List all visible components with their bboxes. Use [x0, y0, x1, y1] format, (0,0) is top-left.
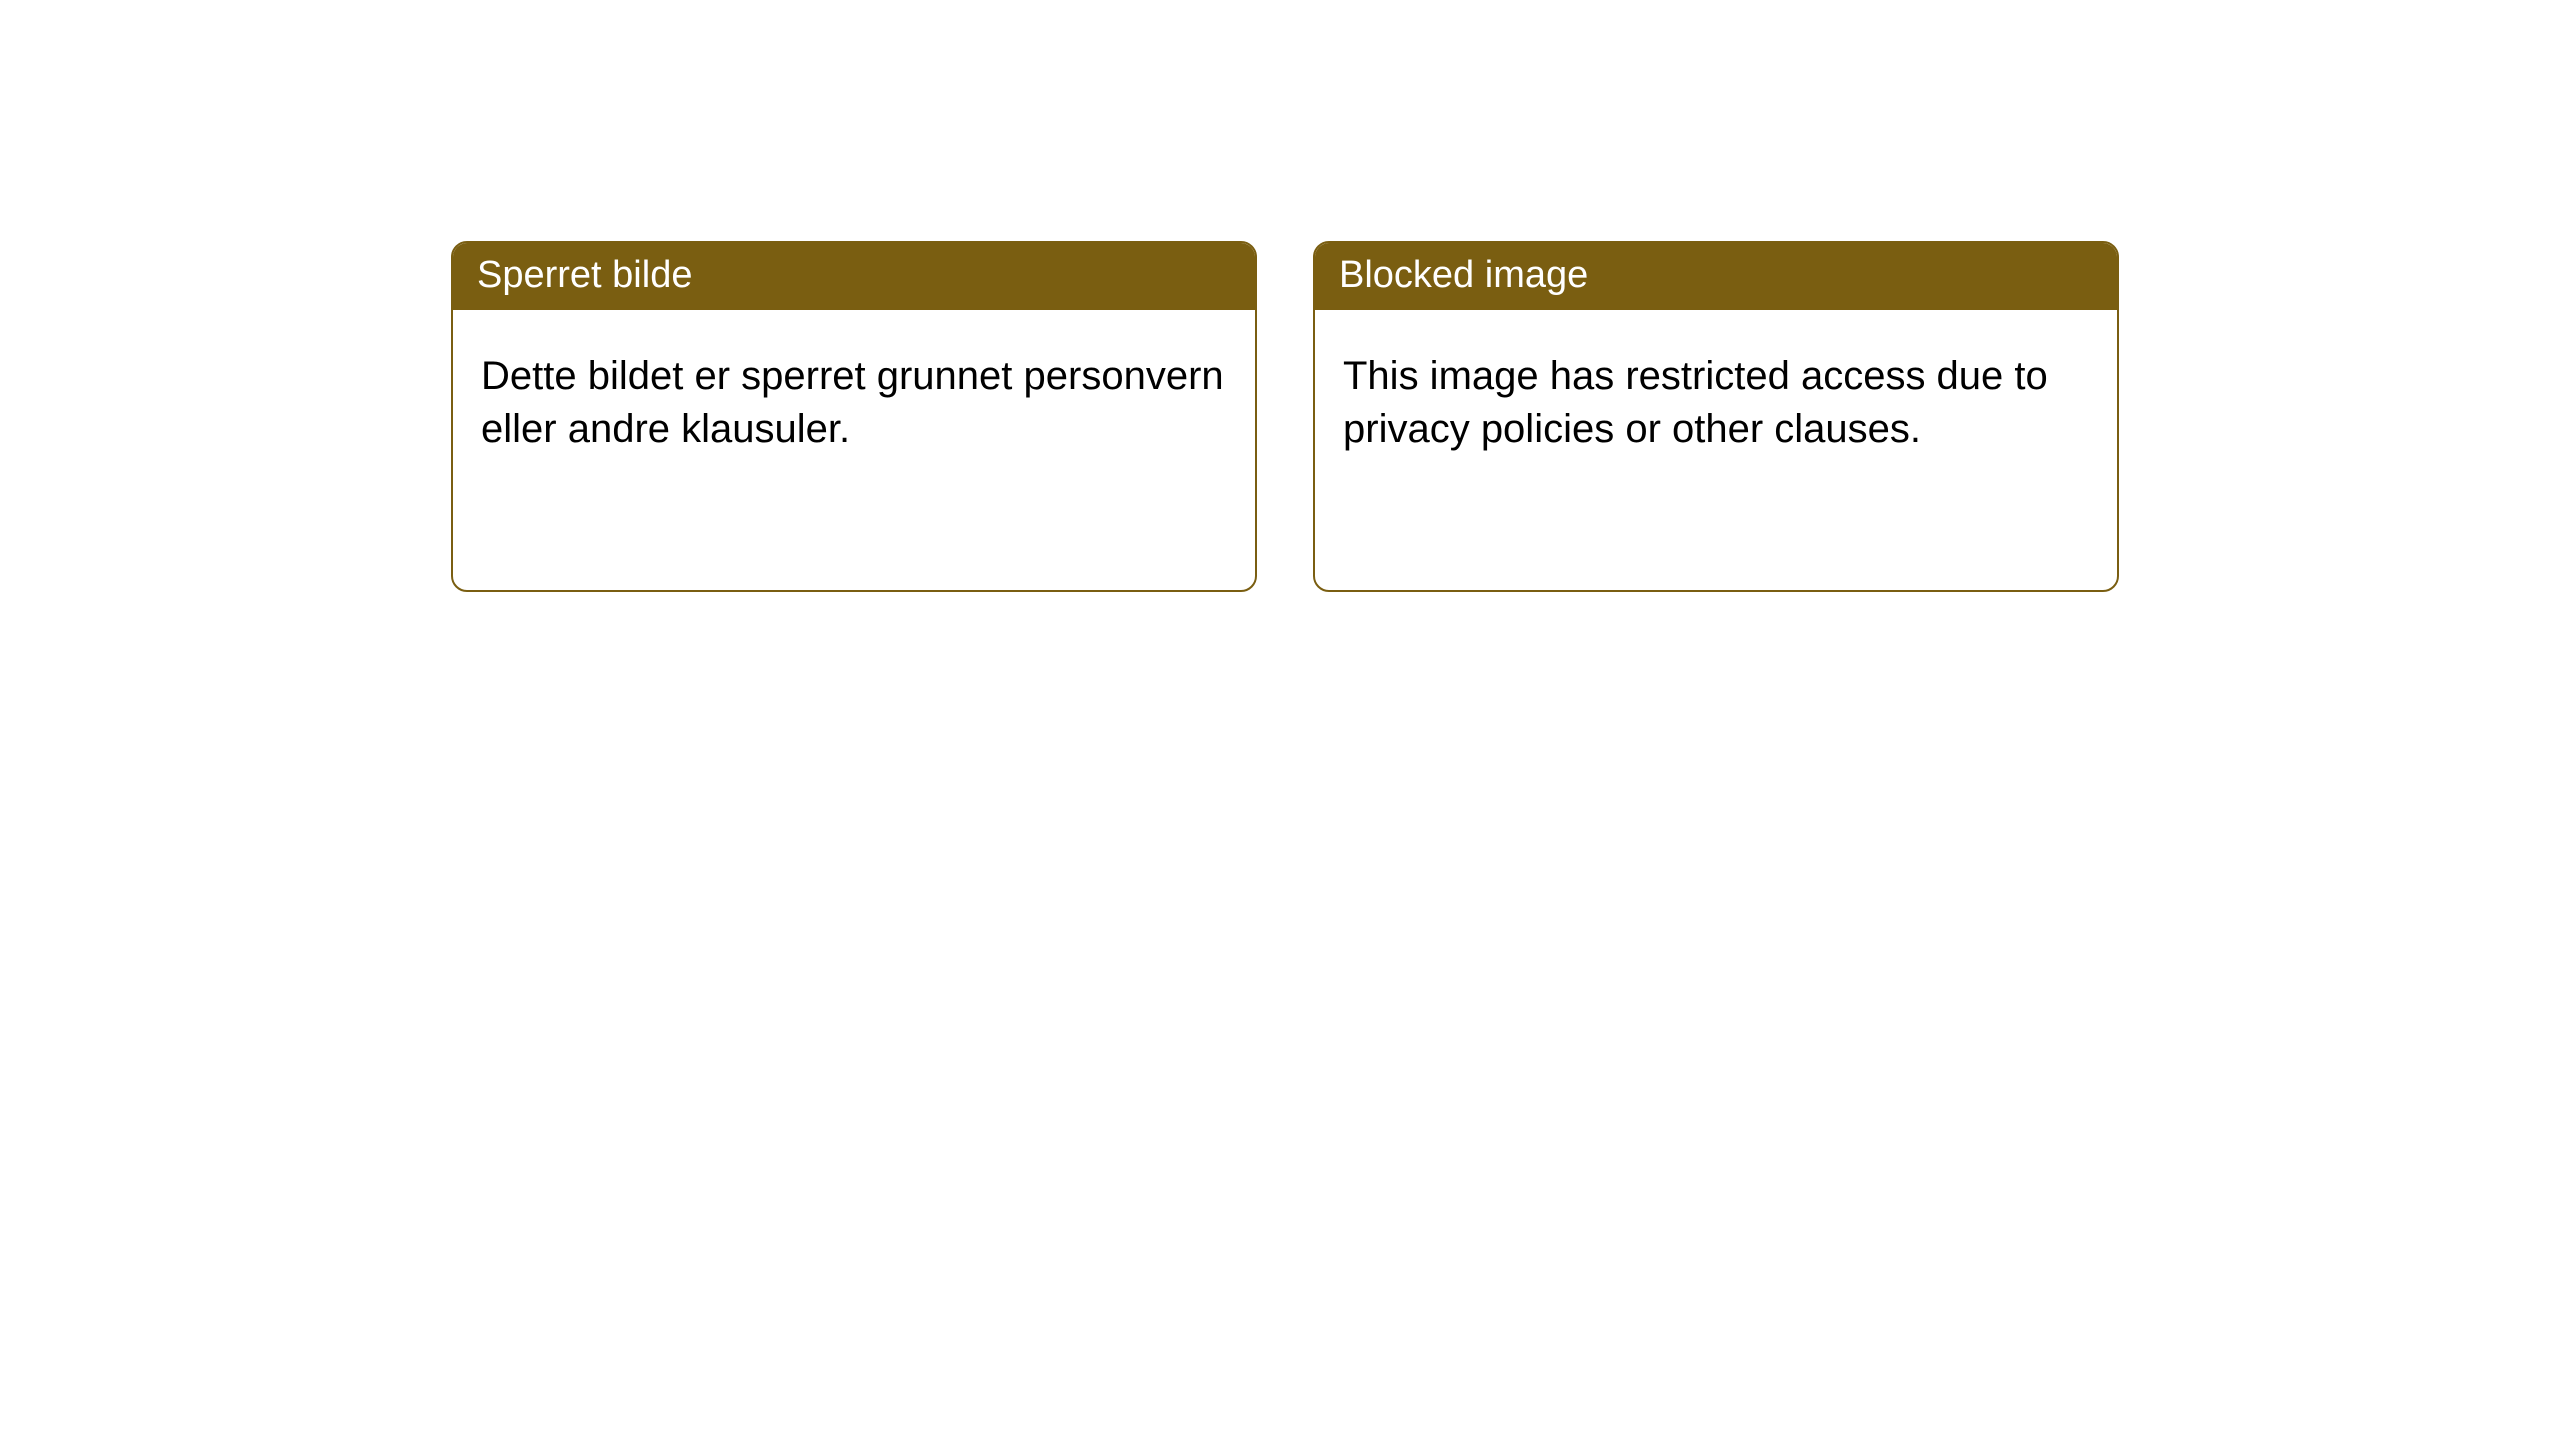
notice-container: Sperret bilde Dette bildet er sperret gr…: [0, 0, 2560, 592]
notice-card-norwegian: Sperret bilde Dette bildet er sperret gr…: [451, 241, 1257, 592]
notice-card-english: Blocked image This image has restricted …: [1313, 241, 2119, 592]
notice-header: Blocked image: [1315, 243, 2117, 310]
notice-header: Sperret bilde: [453, 243, 1255, 310]
notice-body: This image has restricted access due to …: [1315, 310, 2117, 590]
notice-body: Dette bildet er sperret grunnet personve…: [453, 310, 1255, 590]
